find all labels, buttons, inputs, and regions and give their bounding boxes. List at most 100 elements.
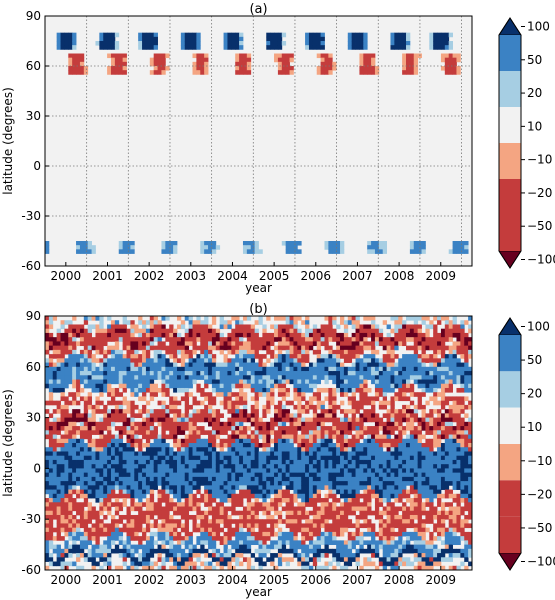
heatmap-cell bbox=[332, 553, 337, 558]
heatmap-cell bbox=[126, 417, 131, 423]
heatmap-cell bbox=[126, 468, 131, 474]
heatmap-cell bbox=[130, 514, 135, 520]
heatmap-cell bbox=[371, 540, 376, 545]
heatmap-cell bbox=[161, 245, 166, 250]
heatmap-cell bbox=[204, 392, 209, 397]
heatmap-cell bbox=[68, 472, 73, 478]
heatmap-cell bbox=[103, 523, 108, 529]
heatmap-cell bbox=[328, 400, 333, 406]
heatmap-cell bbox=[122, 459, 127, 465]
heatmap-cell bbox=[134, 527, 139, 533]
heatmap-cell bbox=[176, 358, 182, 363]
heatmap-cell bbox=[204, 527, 209, 533]
heatmap-cell bbox=[316, 371, 322, 376]
heatmap-cell bbox=[320, 536, 325, 541]
heatmap-cell bbox=[266, 443, 271, 448]
heatmap-cell bbox=[332, 468, 337, 474]
heatmap-cell bbox=[72, 451, 77, 457]
heatmap-cell bbox=[285, 345, 290, 351]
heatmap-cell bbox=[145, 544, 151, 550]
heatmap-cell bbox=[343, 379, 349, 385]
heatmap-cell bbox=[308, 557, 314, 562]
heatmap-cell bbox=[56, 362, 61, 368]
heatmap-cell bbox=[316, 519, 322, 524]
heatmap-cell bbox=[258, 337, 263, 342]
heatmap-cell bbox=[76, 536, 81, 541]
heatmap-cell bbox=[277, 366, 283, 372]
heatmap-cell bbox=[363, 392, 368, 397]
heatmap-cell bbox=[169, 332, 174, 338]
heatmap-cell bbox=[184, 434, 190, 440]
heatmap-cell bbox=[390, 45, 395, 50]
heatmap-cell bbox=[153, 476, 158, 482]
heatmap-cell bbox=[87, 514, 92, 520]
heatmap-cell bbox=[277, 383, 283, 389]
heatmap-cell bbox=[68, 53, 73, 59]
heatmap-cell bbox=[211, 371, 217, 376]
heatmap-cell bbox=[371, 548, 376, 554]
heatmap-cell bbox=[142, 41, 147, 46]
heatmap-cell bbox=[343, 523, 349, 529]
heatmap-cell bbox=[138, 32, 143, 38]
heatmap-cell bbox=[316, 362, 322, 368]
heatmap-cell bbox=[122, 540, 127, 545]
heatmap-cell bbox=[196, 548, 201, 554]
heatmap-cell bbox=[173, 345, 178, 351]
heatmap-cell bbox=[231, 455, 236, 461]
heatmap-cell bbox=[355, 375, 360, 380]
heatmap-cell bbox=[340, 387, 345, 393]
heatmap-cell bbox=[142, 383, 147, 389]
heatmap-cell bbox=[223, 421, 228, 427]
heatmap-cell bbox=[281, 536, 287, 541]
heatmap-cell bbox=[289, 249, 294, 254]
heatmap-cell bbox=[285, 493, 290, 499]
heatmap-cell bbox=[72, 70, 77, 75]
heatmap-cell bbox=[235, 358, 240, 363]
heatmap-cell bbox=[239, 409, 244, 414]
heatmap-cell bbox=[103, 358, 108, 363]
heatmap-cell bbox=[347, 438, 353, 444]
heatmap-cell bbox=[340, 557, 345, 562]
heatmap-cell bbox=[324, 66, 329, 71]
heatmap-cell bbox=[114, 366, 120, 372]
heatmap-cell bbox=[363, 557, 368, 562]
heatmap-cell bbox=[79, 362, 85, 368]
heatmap-cell bbox=[285, 481, 290, 486]
heatmap-cell bbox=[227, 379, 232, 385]
heatmap-cell bbox=[99, 349, 104, 355]
heatmap-cell bbox=[45, 527, 50, 533]
heatmap-cell bbox=[142, 32, 147, 38]
heatmap-cell bbox=[242, 375, 248, 380]
heatmap-cell bbox=[130, 485, 135, 490]
heatmap-cell bbox=[246, 476, 252, 482]
heatmap-cell bbox=[281, 375, 287, 380]
heatmap-cell bbox=[122, 57, 127, 63]
heatmap-cell bbox=[343, 366, 349, 372]
heatmap-cell bbox=[258, 527, 263, 533]
heatmap-cell bbox=[110, 531, 116, 537]
heatmap-cell bbox=[301, 493, 306, 499]
heatmap-cell bbox=[281, 489, 287, 495]
heatmap-cell bbox=[196, 527, 201, 533]
heatmap-cell bbox=[157, 345, 162, 351]
heatmap-cell bbox=[215, 553, 221, 558]
heatmap-cell bbox=[332, 66, 337, 71]
heatmap-cell bbox=[56, 557, 61, 562]
heatmap-cell bbox=[114, 506, 120, 512]
heatmap-cell bbox=[204, 540, 209, 545]
heatmap-cell bbox=[219, 464, 224, 469]
heatmap-cell bbox=[200, 66, 205, 71]
heatmap-cell bbox=[110, 455, 116, 461]
heatmap-cell bbox=[266, 32, 271, 38]
heatmap-cell bbox=[95, 426, 100, 431]
heatmap-cell bbox=[367, 498, 372, 503]
heatmap-cell bbox=[289, 468, 294, 474]
heatmap-cell bbox=[165, 506, 170, 512]
heatmap-cell bbox=[56, 523, 61, 529]
heatmap-cell bbox=[200, 366, 205, 372]
heatmap-cell bbox=[231, 451, 236, 457]
heatmap-cell bbox=[332, 392, 337, 397]
heatmap-cell bbox=[336, 349, 341, 355]
heatmap-cell bbox=[138, 523, 143, 529]
heatmap-cell bbox=[114, 459, 120, 465]
